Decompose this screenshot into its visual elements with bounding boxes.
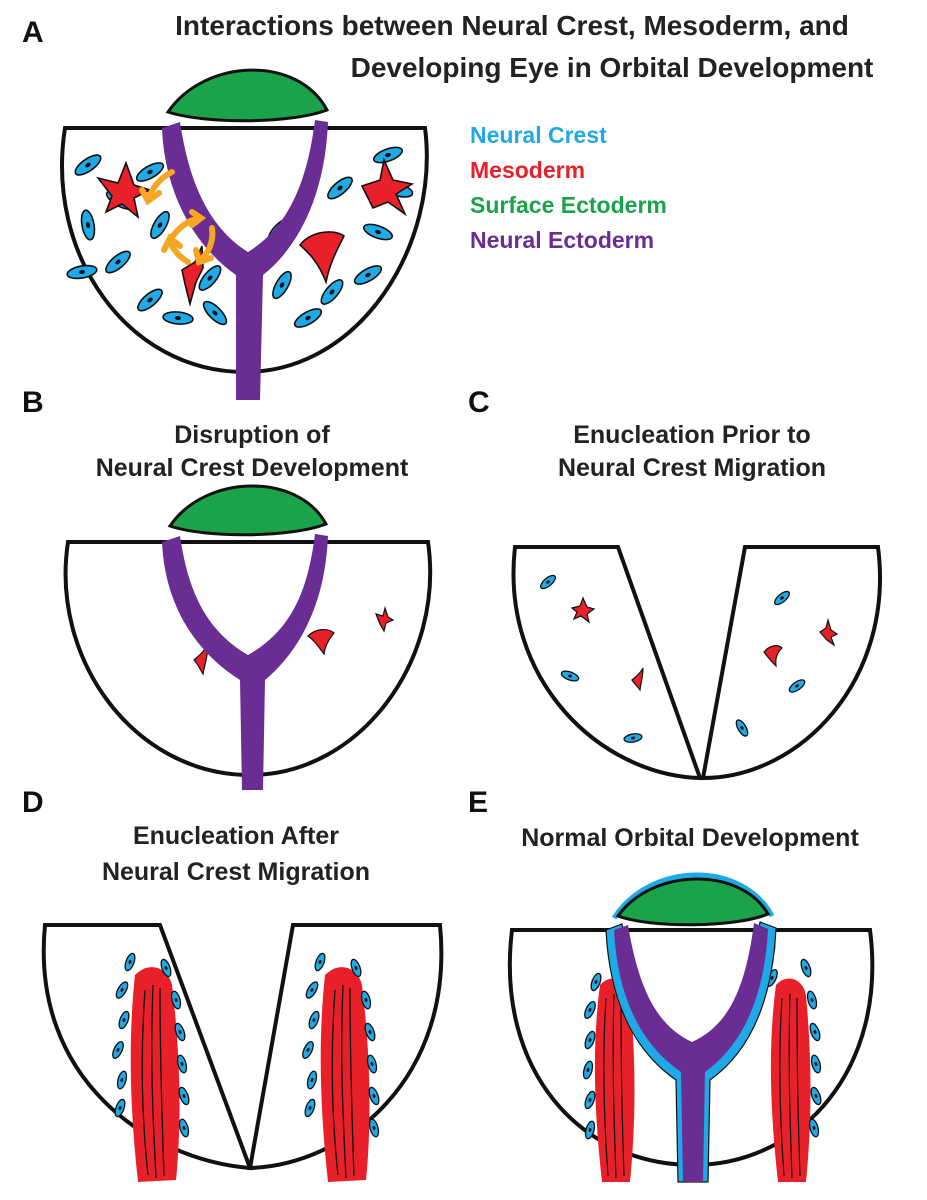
figure-title-line1: Interactions between Neural Crest, Mesod… [175,10,849,41]
panel-d-caption-line1: Enucleation After [133,822,339,850]
extraocular-muscle-left [109,951,192,1182]
orbit-half-left [511,545,703,781]
surface-ectoderm-lens [615,877,771,927]
panel-d: D Enucleation After Neural Crest Migrati… [22,786,444,1182]
panel-e-caption: Normal Orbital Development [521,824,859,852]
panel-label-b: B [22,386,44,419]
mesoderm-cells [193,605,395,676]
extraocular-muscle-right [762,939,824,1182]
surface-ectoderm-lens [167,484,329,537]
panel-a: A [22,16,429,400]
neural-ectoderm [162,120,328,400]
legend-mesoderm: Mesoderm [470,157,585,183]
panel-label-e: E [468,786,488,819]
figure-title-line2: Developing Eye in Orbital Development [351,52,874,83]
extraocular-muscle-right [299,951,382,1182]
panel-c: C Enucleation Prior to Neural Crest Migr… [468,386,882,781]
legend-neural-ectoderm: Neural Ectoderm [470,227,654,253]
panel-e: E Normal Orbital Development [468,786,875,1183]
panel-label-c: C [468,386,490,419]
legend-surface-ectoderm: Surface Ectoderm [470,192,667,218]
surface-ectoderm-lens [165,68,330,123]
legend: Neural Crest Mesoderm Surface Ectoderm N… [470,122,667,253]
panel-b: B Disruption of Neural Crest Development [22,386,433,790]
panel-c-caption-line1: Enucleation Prior to [573,421,811,449]
orbit-half-right [700,545,882,781]
panel-b-caption-line1: Disruption of [174,421,330,449]
panel-c-caption-line2: Neural Crest Migration [558,454,826,482]
panel-label-d: D [22,786,44,819]
panel-d-caption-line2: Neural Crest Migration [102,858,370,886]
mesoderm-cells [570,596,839,692]
neural-ectoderm [162,534,328,790]
interaction-arrows [139,169,216,266]
neural-ectoderm [614,923,768,1182]
legend-neural-crest: Neural Crest [470,122,607,148]
panel-label-a: A [22,16,44,49]
panel-b-caption-line2: Neural Crest Development [96,454,409,482]
corneal-neural-crest [611,872,775,920]
extraocular-muscle-left [581,971,635,1182]
